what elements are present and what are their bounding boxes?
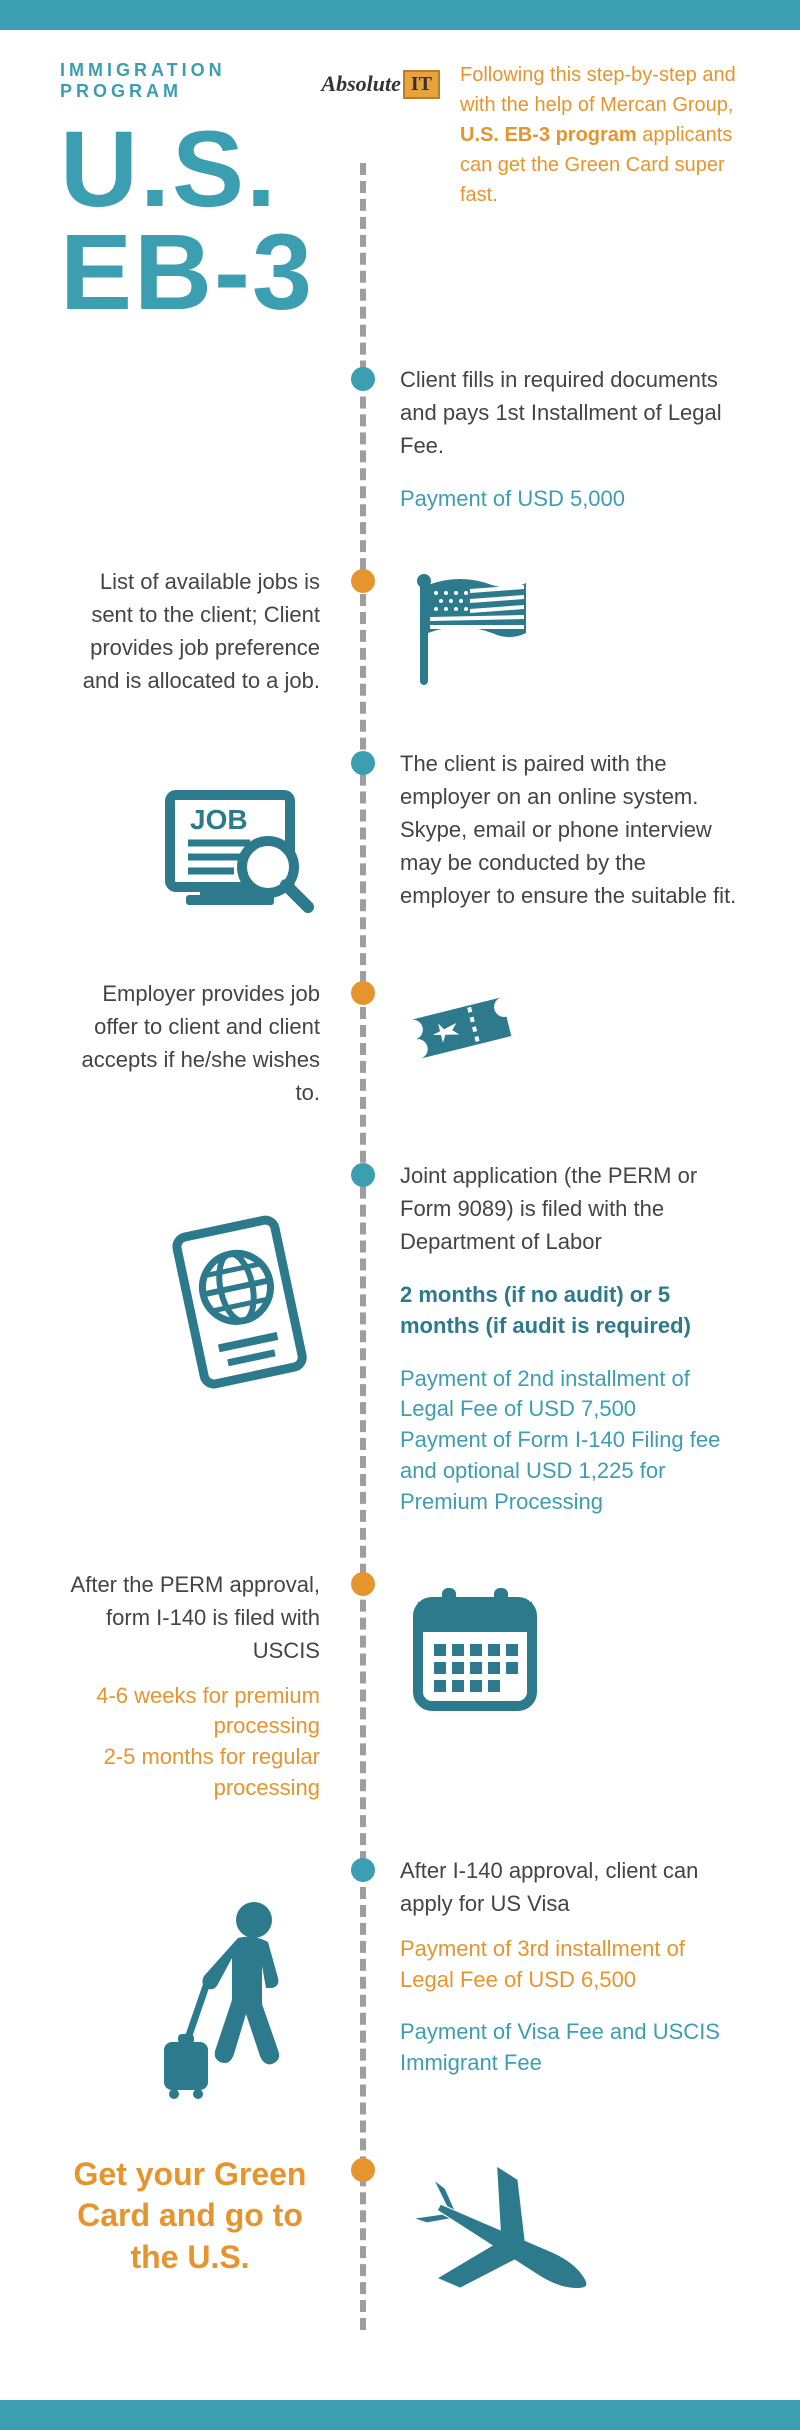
title-line2: EB-3 — [60, 221, 440, 324]
step-7: After I-140 approval, client can apply f… — [60, 1854, 740, 2104]
plane-icon — [400, 2160, 740, 2330]
header: IMMIGRATION PROGRAM Absolute IT U.S. EB-… — [60, 60, 740, 323]
big-title: U.S. EB-3 — [60, 118, 440, 323]
step-2: List of available jobs is sent to the cl… — [60, 565, 740, 697]
logo-suffix: IT — [403, 70, 440, 99]
final-cta: Get your Green Card and go to the U.S. — [60, 2154, 320, 2279]
timeline-dot — [351, 367, 375, 391]
step-note-teal: Payment of Visa Fee and USCIS Immigrant … — [400, 2017, 740, 2079]
step-4: Employer provides job offer to client an… — [60, 977, 740, 1109]
calendar-icon — [400, 1574, 740, 1724]
step-note-orange: Payment of 3rd installment of Legal Fee … — [400, 1934, 740, 1996]
svg-text:JOB: JOB — [190, 804, 248, 835]
timeline-dot — [351, 1572, 375, 1596]
step-note: Payment of 2nd installment of Legal Fee … — [400, 1364, 740, 1518]
top-bar — [0, 0, 800, 30]
step-1: Client fills in required documents and p… — [60, 363, 740, 515]
timeline-dot — [351, 1858, 375, 1882]
step-body: The client is paired with the employer o… — [400, 747, 740, 912]
step-6: After the PERM approval, form I-140 is f… — [60, 1568, 740, 1804]
job-search-icon: JOB — [150, 777, 320, 927]
title-line1: U.S. — [60, 118, 440, 221]
step-body: Employer provides job offer to client an… — [60, 977, 320, 1109]
bottom-bar — [0, 2400, 800, 2430]
logo: Absolute IT — [321, 70, 440, 99]
timeline-dot — [351, 1163, 375, 1187]
step-body: Client fills in required documents and p… — [400, 363, 740, 462]
logo-main: Absolute — [321, 71, 400, 97]
step-3: JOB The client is paired with the employ… — [60, 747, 740, 927]
step-body: List of available jobs is sent to the cl… — [60, 565, 320, 697]
flag-icon — [400, 571, 740, 691]
step-note: Payment of USD 5,000 — [400, 484, 740, 515]
step-note: 4-6 weeks for premium processing 2-5 mon… — [60, 1681, 320, 1804]
timeline-dot — [351, 751, 375, 775]
traveler-icon — [150, 1894, 320, 2104]
passport-icon — [160, 1209, 320, 1399]
step-body: After I-140 approval, client can apply f… — [400, 1854, 740, 1920]
intro-text: Following this step-by-step and with the… — [460, 60, 740, 210]
step-body: After the PERM approval, form I-140 is f… — [60, 1568, 320, 1667]
timeline-dot — [351, 2158, 375, 2182]
eyebrow: IMMIGRATION PROGRAM — [60, 60, 307, 102]
timeline-dot — [351, 569, 375, 593]
intro-bold: U.S. EB-3 program — [460, 124, 637, 146]
timeline-dot — [351, 981, 375, 1005]
step-body: Joint application (the PERM or Form 9089… — [400, 1159, 740, 1258]
step-note-bold: 2 months (if no audit) or 5 months (if a… — [400, 1280, 740, 1342]
step-5: Joint application (the PERM or Form 9089… — [60, 1159, 740, 1518]
ticket-icon — [400, 983, 740, 1073]
timeline: Client fills in required documents and p… — [60, 363, 740, 2330]
step-8: Get your Green Card and go to the U.S. — [60, 2154, 740, 2330]
intro-pre: Following this step-by-step and with the… — [460, 64, 736, 116]
infographic: IMMIGRATION PROGRAM Absolute IT U.S. EB-… — [0, 30, 800, 2360]
